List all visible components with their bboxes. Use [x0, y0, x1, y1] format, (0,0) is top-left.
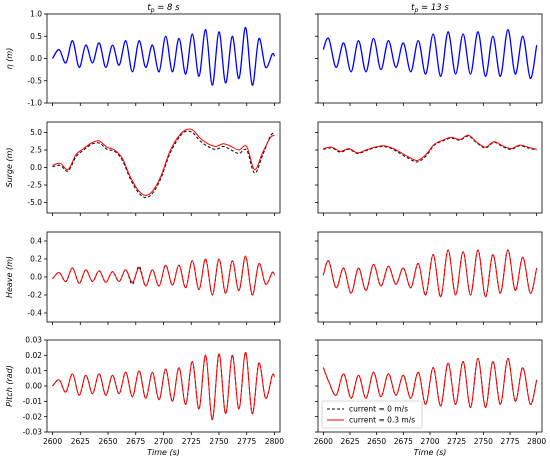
chart-surge-tp8-ytick-label-0: 5.0 — [30, 128, 42, 137]
chart-surge-tp8-ylabel: Surge (m) — [5, 147, 14, 187]
chart-heave-tp13-series-1 — [322, 249, 538, 298]
chart-pitch-tp8-series-0 — [52, 351, 275, 421]
chart-pitch-tp8-ytick-label-6: -0.03 — [23, 428, 43, 437]
chart-pitch-tp8-xtick-label-3: 2675 — [126, 437, 145, 446]
chart-pitch-tp8-xtick-label-2: 2650 — [98, 437, 117, 446]
chart-heave-tp8-ytick-label-2: 0.0 — [30, 273, 42, 282]
chart-heave-tp8-ytick-label-3: -0.2 — [27, 291, 42, 300]
chart-eta-tp8-ytick-label-3: -0.5 — [27, 76, 42, 85]
chart-pitch-tp8-ytick-label-2: 0.01 — [25, 366, 42, 375]
chart-pitch-tp13-legend-box — [321, 400, 423, 429]
chart-pitch-tp13-xtick-label-1: 2625 — [340, 437, 359, 446]
chart-eta-tp8-ytick-label-0: 1.0 — [30, 10, 42, 19]
chart-surge-tp8-ytick-label-3: -2.5 — [27, 181, 42, 190]
chart-pitch-tp8-xtick-label-5: 2725 — [182, 437, 201, 446]
chart-heave-tp8-ytick-label-4: -0.4 — [27, 309, 42, 318]
chart-eta-tp8-title: tp = 8 s — [147, 3, 180, 14]
chart-surge-tp8-series-0 — [52, 130, 275, 199]
chart-pitch-tp13-legend-label-1: current = 0.3 m/s — [349, 416, 415, 425]
chart-pitch-tp13-xtick-label-5: 2725 — [447, 437, 466, 446]
chart-eta-tp8-ytick-label-2: 0.0 — [30, 54, 42, 63]
chart-heave-tp8-ytick-label-0: 0.4 — [30, 237, 42, 246]
chart-eta-tp13-frame — [317, 13, 543, 104]
chart-surge-tp8-frame — [46, 121, 281, 214]
chart-eta-tp13-series-0 — [322, 28, 538, 80]
chart-pitch-tp13-series-1 — [322, 357, 538, 409]
chart-pitch-tp8-ytick-label-5: -0.02 — [23, 412, 43, 421]
chart-pitch-tp8-xtick-label-6: 2750 — [209, 437, 228, 446]
chart-heave-tp8-ytick-label-1: 0.2 — [30, 255, 42, 264]
chart-surge-tp13-frame — [317, 121, 543, 214]
chart-heave-tp13-frame — [317, 231, 543, 323]
chart-eta-tp13-title: tp = 13 s — [411, 3, 449, 14]
chart-pitch-tp13-xtick-label-6: 2750 — [474, 437, 493, 446]
chart-surge-tp8-ytick-label-4: -5.0 — [27, 198, 42, 207]
chart-pitch-tp13-xtick-label-3: 2675 — [394, 437, 413, 446]
chart-heave-tp8-series-1 — [52, 255, 275, 296]
chart-pitch-tp8-ytick-label-4: -0.01 — [23, 397, 43, 406]
chart-pitch-tp8-ytick-label-3: 0.00 — [25, 382, 42, 391]
chart-eta-tp8-series-0 — [51, 26, 276, 86]
chart-surge-tp8-series-1 — [52, 128, 275, 197]
chart-pitch-tp8-ytick-label-0: 0.03 — [25, 336, 42, 345]
chart-pitch-tp13-xtick-label-8: 2800 — [527, 437, 546, 446]
chart-eta-tp8-ytick-label-1: 0.5 — [30, 32, 42, 41]
chart-surge-tp13-series-0 — [323, 135, 537, 163]
chart-heave-tp8-series-0 — [52, 255, 275, 296]
chart-pitch-tp8-ylabel: Pitch (rad) — [5, 365, 14, 407]
chart-pitch-tp13-xtick-label-0: 2600 — [314, 437, 333, 446]
chart-pitch-tp13-xtick-label-7: 2775 — [500, 437, 519, 446]
chart-pitch-tp8-xtick-label-4: 2700 — [154, 437, 173, 446]
chart-pitch-tp13-legend-label-0: current = 0 m/s — [349, 405, 408, 414]
chart-pitch-tp8-series-1 — [52, 351, 275, 421]
chart-pitch-tp13-xlabel: Time (s) — [414, 448, 447, 456]
chart-heave-tp8-ylabel: Heave (m) — [5, 256, 14, 298]
chart-pitch-tp13-xtick-label-4: 2700 — [420, 437, 439, 446]
chart-eta-tp8-ytick-label-4: -1.0 — [27, 99, 42, 108]
chart-surge-tp8-ytick-label-2: 0.0 — [30, 163, 42, 172]
chart-pitch-tp8-ytick-label-1: 0.02 — [25, 351, 42, 360]
chart-pitch-tp13-xtick-label-2: 2650 — [367, 437, 386, 446]
chart-pitch-tp8-xtick-label-7: 2775 — [237, 437, 256, 446]
chart-eta-tp8-ylabel: η (m) — [5, 48, 14, 70]
chart-pitch-tp8-xtick-label-0: 2600 — [43, 437, 62, 446]
chart-surge-tp8-ytick-label-1: 2.5 — [30, 146, 42, 155]
chart-pitch-tp8-xtick-label-8: 2800 — [265, 437, 284, 446]
chart-pitch-tp8-xlabel: Time (s) — [147, 448, 180, 456]
chart-pitch-tp8-xtick-label-1: 2625 — [71, 437, 90, 446]
chart-surge-tp13-series-1 — [323, 134, 537, 162]
